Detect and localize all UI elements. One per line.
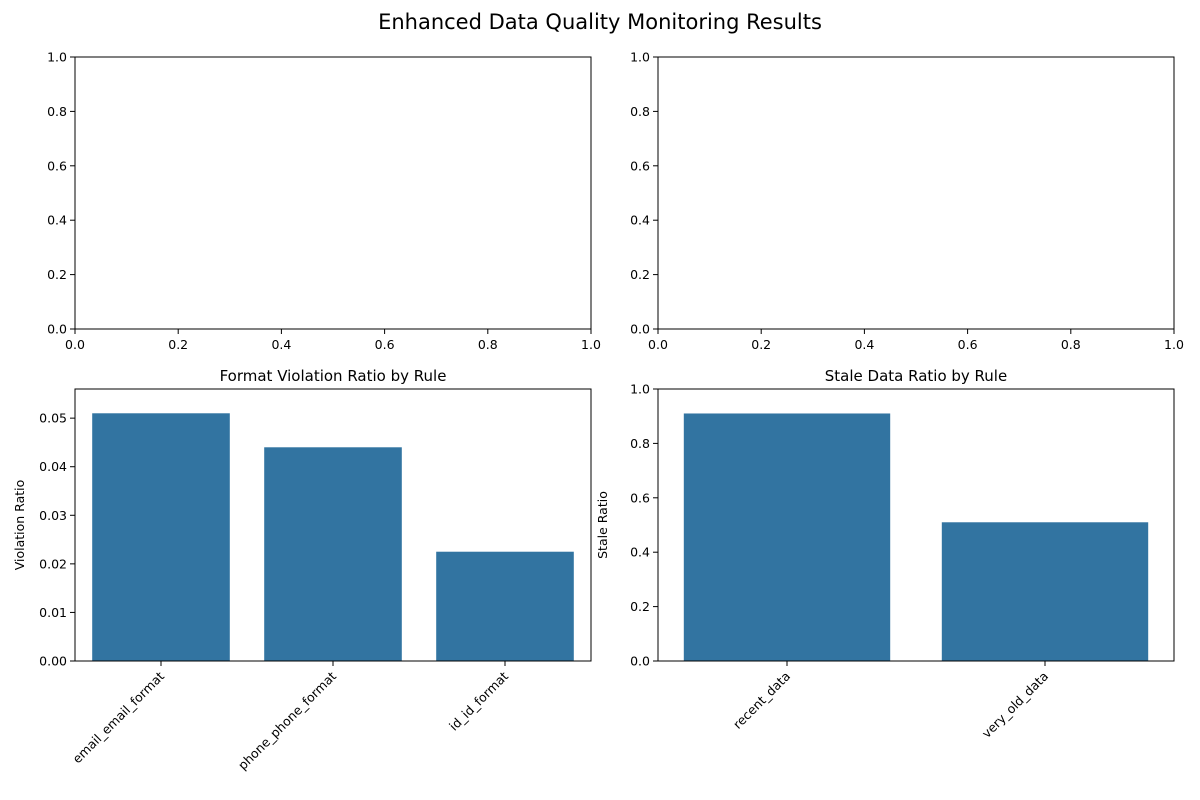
x-tick-label: id_id_format	[446, 668, 511, 733]
y-tick-label: 0.6	[47, 158, 67, 173]
x-tick-label: 0.2	[751, 337, 771, 352]
bar-recent_data	[683, 413, 891, 661]
y-tick-label: 0.2	[630, 599, 650, 614]
panel-title: Stale Data Ratio by Rule	[825, 367, 1007, 385]
x-tick-label: email_email_format	[69, 668, 167, 766]
bar-very_old_data	[941, 522, 1149, 661]
x-tick-label: 0.0	[65, 337, 85, 352]
y-tick-label: 0.4	[630, 545, 650, 560]
y-tick-label: 0.8	[47, 104, 67, 119]
axes-frame	[74, 56, 592, 330]
y-tick-label: 0.0	[630, 322, 650, 337]
x-tick-label: 1.0	[581, 337, 601, 352]
y-tick-label: 0.03	[39, 508, 67, 523]
axes-frame	[74, 388, 592, 662]
y-tick-label: 0.6	[630, 158, 650, 173]
y-tick-label: 0.8	[630, 436, 650, 451]
x-tick-label: very_old_data	[979, 669, 1051, 741]
x-tick-label: phone_phone_format	[235, 668, 339, 772]
y-tick-label: 0.02	[39, 556, 67, 571]
y-axis-label: Violation Ratio	[12, 480, 27, 571]
axes-frame	[657, 388, 1175, 662]
chart-panel-top-right: 0.0 0.2 0.4 0.6 0.8 1.0 0.0 0.2 0.4 0.6 0.8 1.0	[630, 50, 1184, 353]
x-tick-label: 0.6	[375, 337, 395, 352]
x-tick-label: 0.8	[1061, 337, 1081, 352]
x-tick-label: 0.4	[854, 337, 874, 352]
y-tick-label: 0.2	[47, 267, 67, 282]
y-tick-label: 1.0	[630, 382, 650, 397]
chart-panel-top-left: 0.0 0.2 0.4 0.6 0.8 1.0 0.0 0.2 0.4 0.6 0.8 1.0	[47, 50, 601, 353]
y-tick-label: 0.04	[39, 459, 67, 474]
x-tick-label: 0.8	[478, 337, 498, 352]
bar-id_id_format	[436, 551, 574, 661]
panel-title: Format Violation Ratio by Rule	[220, 367, 447, 385]
y-tick-label: 0.0	[630, 654, 650, 669]
x-tick-label: 0.2	[168, 337, 188, 352]
x-tick-label: 0.6	[958, 337, 978, 352]
chart-panel-bottom-left: 0.00 0.01 0.02 0.03 0.04 0.05 email_email_form…	[12, 367, 592, 773]
y-tick-label: 0.4	[630, 213, 650, 228]
bar-phone_phone_format	[264, 447, 402, 661]
y-tick-label: 0.01	[39, 605, 67, 620]
y-tick-label: 1.0	[47, 50, 67, 65]
y-axis-label: Stale Ratio	[595, 491, 610, 559]
y-tick-label: 0.00	[39, 654, 67, 669]
axes-frame	[657, 56, 1175, 330]
y-tick-label: 0.6	[630, 490, 650, 505]
x-tick-label: 0.0	[648, 337, 668, 352]
chart-panel-bottom-right: 0.0 0.2 0.4 0.6 0.8 1.0 recent_data very_old_da…	[595, 367, 1175, 741]
bar-email_email_format	[92, 413, 230, 661]
figure-title: Enhanced Data Quality Monitoring Results	[378, 10, 822, 34]
y-tick-label: 0.4	[47, 213, 67, 228]
y-tick-label: 0.05	[39, 411, 67, 426]
y-tick-label: 0.0	[47, 322, 67, 337]
y-tick-label: 0.2	[630, 267, 650, 282]
y-tick-label: 1.0	[630, 50, 650, 65]
y-tick-label: 0.8	[630, 104, 650, 119]
x-tick-label: 1.0	[1164, 337, 1184, 352]
x-tick-label: recent_data	[730, 669, 793, 732]
x-tick-label: 0.4	[271, 337, 291, 352]
